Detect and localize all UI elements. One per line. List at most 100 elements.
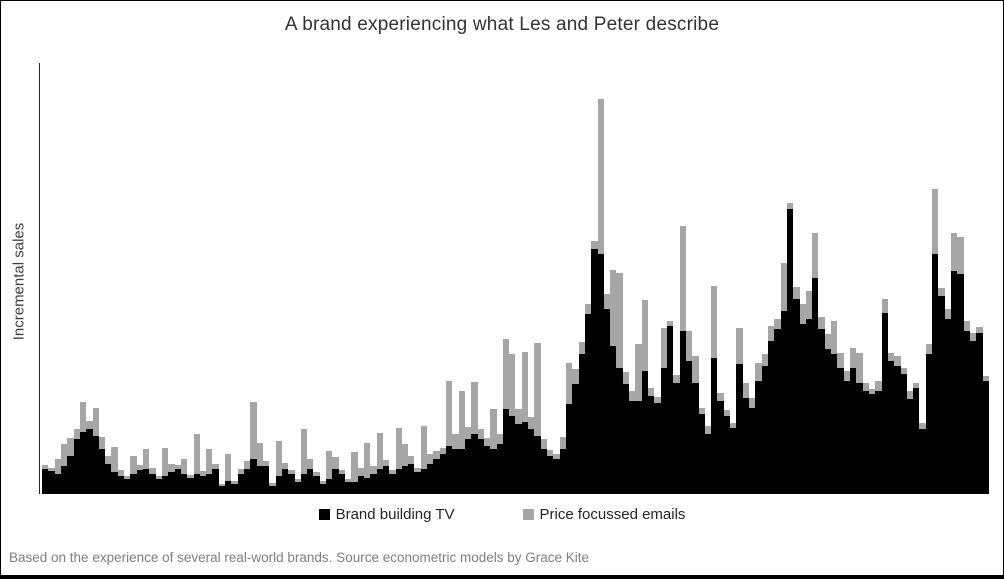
legend-label-tv: Brand building TV bbox=[335, 506, 455, 523]
bar-segment-tv bbox=[824, 349, 832, 494]
bar bbox=[439, 63, 446, 494]
bar-segment-tv bbox=[48, 471, 55, 494]
bar-segment-tv bbox=[805, 319, 813, 494]
bar-segment-tv bbox=[199, 476, 207, 494]
bar-segment-emails bbox=[439, 448, 446, 454]
bar-segment-tv bbox=[471, 434, 478, 494]
bar-segment-tv bbox=[565, 404, 573, 494]
bar-segment-tv bbox=[433, 459, 440, 494]
bar-segment-emails bbox=[692, 356, 699, 383]
bar bbox=[786, 63, 794, 494]
bar bbox=[143, 63, 150, 494]
bar bbox=[124, 63, 131, 494]
bar-segment-tv bbox=[509, 416, 516, 494]
bar-segment-emails bbox=[269, 483, 276, 487]
bar bbox=[679, 63, 686, 494]
bar-segment-tv bbox=[906, 399, 914, 494]
bar-segment-emails bbox=[174, 465, 181, 469]
bar-segment-tv bbox=[446, 446, 453, 494]
bar-segment-emails bbox=[951, 233, 958, 271]
bar-segment-emails bbox=[906, 391, 914, 399]
bar bbox=[521, 63, 529, 494]
bar-segment-emails bbox=[231, 481, 238, 484]
bar-segment-tv bbox=[212, 469, 219, 494]
bar bbox=[862, 63, 869, 494]
bar-segment-emails bbox=[685, 331, 693, 361]
bar-segment-emails bbox=[881, 299, 888, 313]
bar-segment-tv bbox=[414, 472, 421, 494]
bar bbox=[326, 63, 333, 494]
bar-segment-emails bbox=[42, 465, 49, 469]
bar bbox=[540, 63, 547, 494]
bar-segment-tv bbox=[692, 383, 699, 494]
bar-segment-tv bbox=[780, 311, 787, 494]
bar bbox=[969, 63, 977, 494]
bar-segment-emails bbox=[666, 321, 674, 326]
bar bbox=[755, 63, 762, 494]
bar bbox=[641, 63, 648, 494]
bar bbox=[155, 63, 162, 494]
bar-segment-tv bbox=[951, 271, 958, 494]
bar-segment-emails bbox=[187, 475, 194, 478]
bar-segment-emails bbox=[338, 470, 345, 474]
bar bbox=[376, 63, 383, 494]
bar-segment-emails bbox=[622, 372, 630, 384]
bar-segment-tv bbox=[635, 401, 642, 494]
bar-segment-emails bbox=[559, 437, 566, 449]
bar-segment-emails bbox=[212, 464, 219, 469]
bar-segment-tv bbox=[793, 299, 800, 494]
bar-segment-emails bbox=[111, 447, 118, 472]
bar-segment-tv bbox=[629, 401, 636, 494]
bar-segment-tv bbox=[376, 469, 383, 494]
bar-segment-tv bbox=[206, 474, 213, 494]
bar bbox=[894, 63, 901, 494]
bar-segment-tv bbox=[477, 439, 484, 494]
bar-segment-emails bbox=[641, 300, 648, 371]
bar-segment-tv bbox=[969, 341, 977, 494]
bar bbox=[313, 63, 320, 494]
bar-segment-tv bbox=[218, 486, 226, 494]
bar-segment-emails bbox=[237, 469, 244, 474]
bar bbox=[414, 63, 421, 494]
bar bbox=[294, 63, 301, 494]
bar bbox=[433, 63, 440, 494]
bar bbox=[957, 63, 964, 494]
bar-segment-tv bbox=[578, 354, 585, 494]
bar bbox=[199, 63, 207, 494]
bar-segment-tv bbox=[919, 429, 926, 494]
bar-segment-tv bbox=[225, 481, 232, 494]
bar bbox=[477, 63, 484, 494]
bar bbox=[736, 63, 743, 494]
bar-segment-tv bbox=[357, 476, 364, 494]
bar-segment-emails bbox=[149, 468, 156, 474]
bar bbox=[616, 63, 623, 494]
bar-segment-emails bbox=[180, 459, 188, 474]
bar-segment-tv bbox=[168, 472, 175, 494]
bar-segment-emails bbox=[464, 427, 472, 439]
bar-segment-tv bbox=[67, 456, 74, 494]
bar bbox=[799, 63, 806, 494]
bar-segment-tv bbox=[812, 278, 819, 494]
bar-segment-tv bbox=[856, 383, 863, 494]
bar bbox=[111, 63, 118, 494]
bar-segment-tv bbox=[742, 398, 749, 494]
bar-segment-tv bbox=[648, 396, 655, 494]
bar-segment-emails bbox=[749, 398, 756, 408]
bar-segment-tv bbox=[654, 403, 661, 494]
bar bbox=[42, 63, 49, 494]
bar-segment-emails bbox=[711, 286, 718, 358]
bar-segment-emails bbox=[98, 437, 106, 449]
bar-segment-emails bbox=[401, 444, 409, 466]
bar bbox=[490, 63, 497, 494]
bar-segment-tv bbox=[483, 446, 491, 494]
bar-segment-emails bbox=[591, 241, 598, 249]
bar-segment-emails bbox=[704, 426, 712, 434]
bar-segment-emails bbox=[79, 402, 87, 432]
bar-segment-emails bbox=[256, 443, 263, 466]
bar bbox=[509, 63, 516, 494]
bar-segment-tv bbox=[913, 388, 920, 494]
bar-segment-tv bbox=[767, 341, 775, 494]
bar-segment-tv bbox=[180, 474, 188, 494]
bar bbox=[458, 63, 465, 494]
bar-segment-tv bbox=[193, 474, 200, 494]
